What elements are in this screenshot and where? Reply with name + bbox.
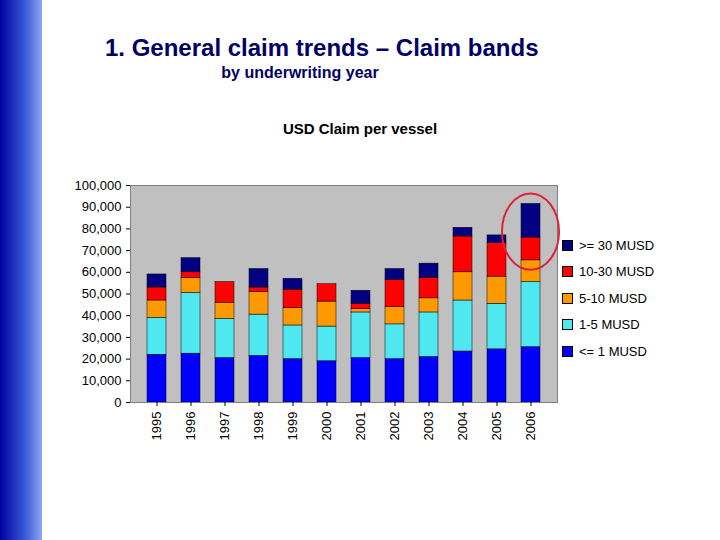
svg-text:50,000: 50,000	[82, 286, 122, 301]
svg-text:2004: 2004	[455, 412, 470, 441]
svg-text:2000: 2000	[319, 412, 334, 441]
svg-text:2005: 2005	[489, 412, 504, 441]
svg-text:20,000: 20,000	[82, 351, 122, 366]
html-text:1-5 MUSD: 1-5 MUSD	[579, 317, 640, 333]
html-text:by underwriting year: by underwriting year	[221, 64, 379, 81]
svg-text:10,000: 10,000	[82, 373, 122, 388]
svg-text:90,000: 90,000	[82, 199, 122, 214]
svg-text:1998: 1998	[251, 412, 266, 441]
svg-text:70,000: 70,000	[82, 243, 122, 258]
svg-text:2006: 2006	[523, 412, 538, 441]
svg-text:2001: 2001	[353, 412, 368, 441]
svg-text:2003: 2003	[421, 412, 436, 441]
svg-text:1997: 1997	[217, 412, 232, 441]
html-text:USD Claim per vessel: USD Claim per vessel	[282, 120, 438, 137]
svg-text:100,000: 100,000	[75, 178, 122, 193]
svg-text:30,000: 30,000	[82, 330, 122, 345]
svg-text:0: 0	[114, 395, 121, 410]
svg-text:1996: 1996	[183, 412, 198, 441]
svg-text:2002: 2002	[387, 412, 402, 441]
svg-text:80,000: 80,000	[82, 221, 122, 236]
svg-text:60,000: 60,000	[82, 264, 122, 279]
html-text:10-30 MUSD: 10-30 MUSD	[579, 264, 655, 280]
svg-text:40,000: 40,000	[82, 308, 122, 323]
html-text:>= 30 MUSD: >= 30 MUSD	[579, 237, 655, 253]
html-text:1. General claim trends – Clai: 1. General claim trends – Claim bands	[105, 34, 539, 61]
svg-text:1995: 1995	[149, 412, 164, 441]
html-text:<= 1 MUSD: <= 1 MUSD	[579, 343, 647, 359]
svg-text:1999: 1999	[285, 412, 300, 441]
html-text:5-10 MUSD: 5-10 MUSD	[579, 290, 647, 306]
